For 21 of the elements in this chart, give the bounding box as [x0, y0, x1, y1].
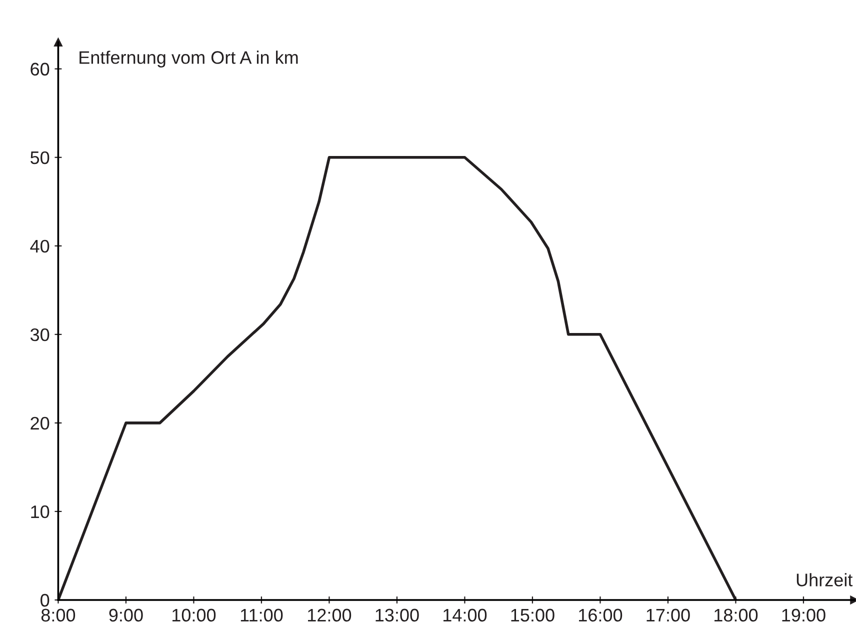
y-axis-title: Entfernung vom Ort A in km — [80, 50, 298, 68]
x-tick-label: 14:00 — [444, 608, 487, 622]
x-axis-title: Uhrzeit — [796, 573, 853, 586]
x-tick-label: 12:00 — [308, 608, 352, 622]
x-tick-label: 19:00 — [782, 608, 826, 622]
y-tick-label: 40 — [30, 240, 50, 253]
x-tick-label: 9:00 — [109, 608, 143, 622]
x-tick-label: 10:00 — [172, 608, 216, 622]
y-tick-label: 30 — [30, 328, 50, 342]
y-tick-label: 60 — [30, 62, 50, 76]
y-tick-label: 0 — [40, 594, 50, 607]
y-tick-label: 10 — [31, 505, 50, 518]
x-tick-label: 13:00 — [376, 608, 419, 622]
x-tick-label: 11:00 — [240, 608, 283, 622]
x-tick-label: 17:00 — [646, 608, 690, 622]
y-tick-label: 50 — [30, 151, 50, 164]
y-tick-label: 20 — [30, 416, 50, 430]
x-tick-label: 18:00 — [714, 608, 758, 622]
x-tick-label: 8:00 — [41, 608, 76, 622]
x-tick-label: 15:00 — [511, 608, 554, 622]
x-tick-label: 16:00 — [579, 608, 622, 622]
